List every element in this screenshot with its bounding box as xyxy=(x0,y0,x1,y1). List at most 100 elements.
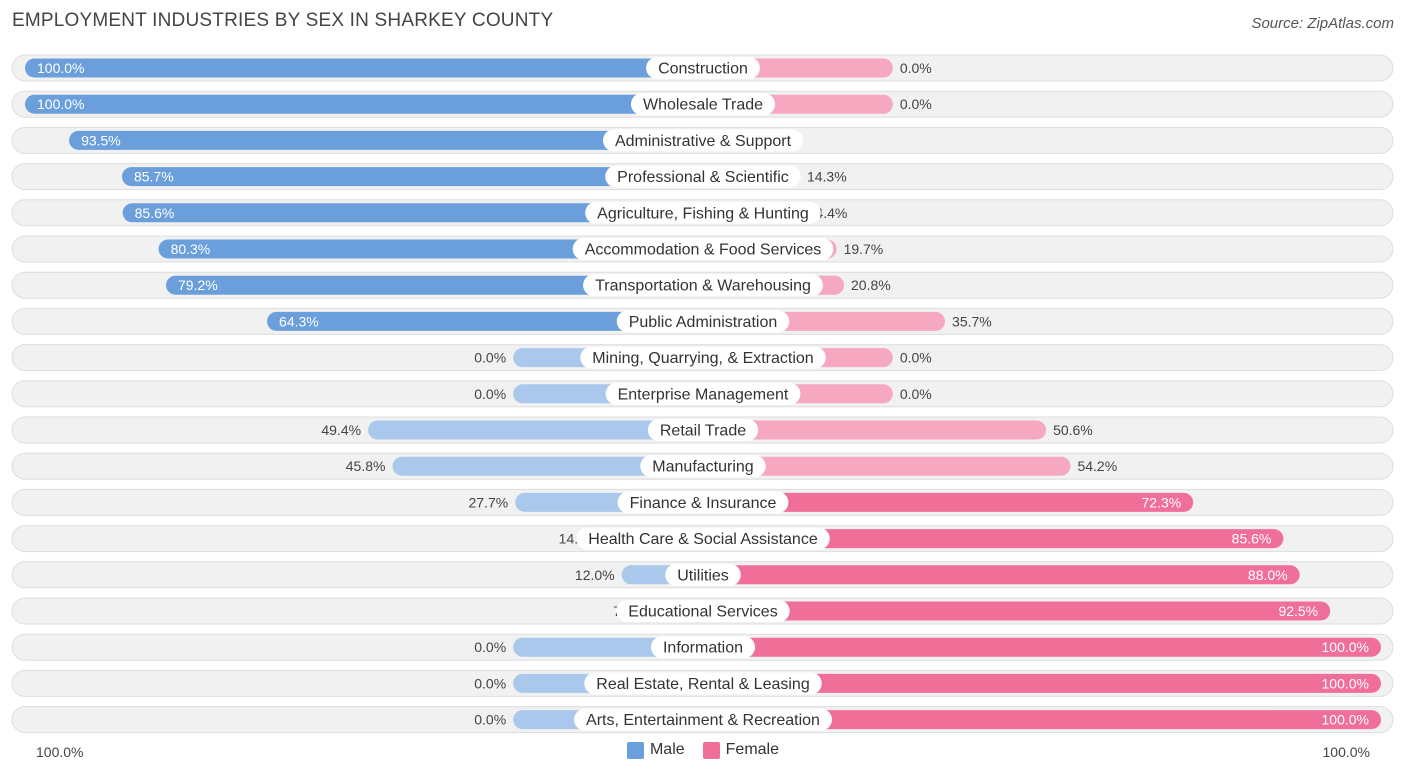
data-label-male: 85.7% xyxy=(134,169,174,185)
data-label-male: 49.4% xyxy=(321,422,361,438)
chart-svg: 100.0% 0.0% Construction 100.0% 0.0% Wholesal… xyxy=(11,54,1394,734)
table-row: 100.0% 0.0% Construction xyxy=(11,54,1394,82)
bar-female xyxy=(703,601,1331,621)
data-label-male: 12.0% xyxy=(575,567,615,583)
category-label-background xyxy=(665,563,741,586)
legend-swatch-female xyxy=(702,741,720,759)
data-label-female: 0.0% xyxy=(900,96,932,112)
data-label-male: 79.2% xyxy=(178,277,218,293)
table-row: 100.0% 0.0% Wholesale Trade xyxy=(11,90,1394,118)
data-label-male: 0.0% xyxy=(474,712,506,728)
bar-female xyxy=(703,565,1300,585)
data-label-male: 80.3% xyxy=(171,241,211,257)
bar-female xyxy=(703,420,1047,440)
table-row: 64.3% 35.7% Public Administration xyxy=(11,307,1394,335)
category-label: Information xyxy=(663,640,743,657)
category-label: Retail Trade xyxy=(660,423,746,440)
bar-male xyxy=(122,203,703,223)
category-label: Enterprise Management xyxy=(618,386,789,403)
table-row: 45.8% 54.2% Manufacturing xyxy=(11,452,1394,480)
category-label-background xyxy=(580,346,826,369)
legend-swatch-male xyxy=(626,741,644,759)
category-label: Public Administration xyxy=(629,314,778,331)
legend-item-female[interactable]: Female xyxy=(702,741,780,759)
bar-female xyxy=(703,710,1381,730)
table-row: 80.3% 19.7% Accommodation & Food Services xyxy=(11,235,1394,263)
table-row: 49.4% 50.6% Retail Trade xyxy=(11,416,1394,444)
data-label-female: 100.0% xyxy=(1322,675,1369,691)
category-label-background xyxy=(616,600,790,622)
axis-right-label: 100.0% xyxy=(1322,744,1370,760)
category-label: Construction xyxy=(658,61,748,78)
bar-female xyxy=(703,529,1284,549)
bar-male xyxy=(368,420,703,440)
category-label: Utilities xyxy=(677,567,729,584)
table-row: 0.0% 100.0% Real Estate, Rental & Leasing xyxy=(11,669,1394,697)
category-label: Administrative & Support xyxy=(615,133,792,150)
data-label-male: 85.6% xyxy=(135,205,175,221)
data-label-female: 19.7% xyxy=(844,241,884,257)
bar-male xyxy=(25,58,703,78)
category-label: Mining, Quarrying, & Extraction xyxy=(592,350,813,367)
table-row: 85.6% 14.4%Agriculture, Fishing & Hunting xyxy=(11,199,1394,227)
data-label-female: 14.3% xyxy=(807,169,847,185)
category-label: Wholesale Trade xyxy=(643,97,763,114)
source-label: Source: ZipAtlas.com xyxy=(1251,15,1394,32)
data-label-female: 85.6% xyxy=(1232,531,1272,547)
category-label-background xyxy=(646,57,760,79)
category-label-background xyxy=(585,201,821,224)
category-label-background xyxy=(647,419,759,441)
bar-male xyxy=(166,275,704,295)
bar-male xyxy=(267,311,703,331)
bar-female xyxy=(703,492,1194,512)
category-label: Accommodation & Food Services xyxy=(585,242,822,259)
data-label-female: 72.3% xyxy=(1141,494,1181,510)
data-label-female: 92.5% xyxy=(1278,603,1318,619)
table-row: 0.0% 100.0% Arts, Entertainment & Recreati… xyxy=(11,706,1394,734)
legend: Male Female xyxy=(0,741,1406,759)
category-label-background xyxy=(576,527,830,550)
data-label-male: 64.3% xyxy=(279,313,319,329)
data-label-female: 0.0% xyxy=(900,350,932,366)
table-row: 93.5%6.5%Administrative & Support xyxy=(11,126,1394,154)
category-label: Transportation & Warehousing xyxy=(595,278,811,295)
category-label: Agriculture, Fishing & Hunting xyxy=(597,205,809,222)
data-label-male: 45.8% xyxy=(346,458,386,474)
category-label-background xyxy=(583,274,823,297)
data-label-female: 0.0% xyxy=(900,386,932,402)
category-label: Educational Services xyxy=(628,604,777,621)
category-label-background xyxy=(574,708,832,731)
data-label-female: 88.0% xyxy=(1248,567,1288,583)
category-label: Manufacturing xyxy=(652,459,753,476)
data-label-male: 0.0% xyxy=(474,675,506,691)
category-label: Professional & Scientific xyxy=(617,169,789,186)
legend-label-female: Female xyxy=(725,741,780,758)
table-row: 27.7% 72.3% Finance & Insurance xyxy=(11,488,1394,516)
table-row: 85.7% 14.3% Professional & Scientific xyxy=(11,163,1394,191)
axis-left-label: 100.0% xyxy=(36,744,84,760)
legend-item-male[interactable]: Male xyxy=(626,741,685,759)
table-row: 12.0% 88.0% Utilities xyxy=(11,561,1394,589)
bar-female xyxy=(703,456,1071,476)
data-label-male: 0.0% xyxy=(474,639,506,655)
category-label-background xyxy=(630,93,776,116)
bar-male xyxy=(25,94,703,114)
table-row: 79.2% 20.8% Transportation & Warehousing xyxy=(11,271,1394,299)
category-label: Health Care & Social Assistance xyxy=(588,531,818,548)
data-label-female: 100.0% xyxy=(1322,712,1369,728)
bar-male xyxy=(158,239,704,259)
table-row: 0.0% 0.0% Mining, Quarrying, & Extraction xyxy=(11,344,1394,372)
data-label-male: 93.5% xyxy=(81,132,121,148)
chart-title: EMPLOYMENT INDUSTRIES BY SEX IN SHARKEY … xyxy=(12,10,554,31)
bar-female xyxy=(703,673,1381,693)
table-row: 7.5%92.5%Educational Services xyxy=(11,597,1394,625)
category-label-background xyxy=(616,310,790,333)
data-label-female: 54.2% xyxy=(1077,458,1117,474)
data-label-female: 35.7% xyxy=(952,313,992,329)
bar-male xyxy=(392,456,703,476)
data-label-male: 100.0% xyxy=(37,60,84,76)
bar-female xyxy=(703,637,1381,657)
table-row: 0.0% 0.0% Enterprise Management xyxy=(11,380,1394,408)
category-label: Arts, Entertainment & Recreation xyxy=(586,712,820,729)
data-label-female: 50.6% xyxy=(1053,422,1093,438)
